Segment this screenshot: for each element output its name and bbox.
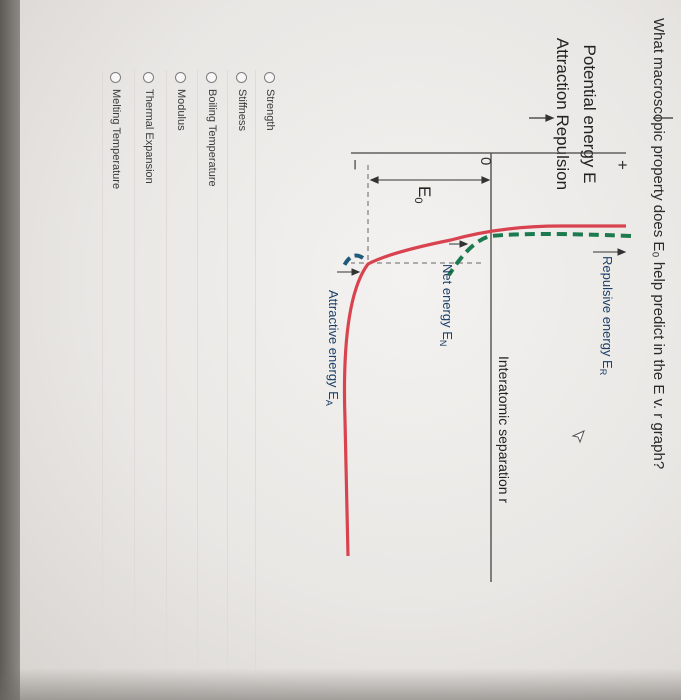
e0-label: E0 (412, 186, 434, 203)
option-strength-row[interactable]: Strength (264, 72, 276, 131)
option-thermal-label: Thermal Expansion (143, 89, 155, 184)
plus-sign: + (613, 160, 632, 170)
option-divider (255, 70, 256, 670)
option-strength-label: Strength (264, 89, 276, 131)
option-divider (166, 70, 167, 670)
net-energy-curve (342, 224, 626, 557)
monitor-edge (0, 0, 20, 700)
y-axis-label-line1: Potential energy E (580, 45, 599, 184)
option-stiffness-label: Stiffness (236, 89, 248, 131)
mouse-cursor-icon (571, 430, 585, 444)
radio-melting-temperature[interactable] (110, 72, 122, 83)
option-divider (134, 70, 135, 670)
radio-thermal-expansion[interactable] (143, 72, 155, 83)
option-divider (102, 70, 103, 670)
option-boiling-row[interactable]: Boiling Temperature (206, 72, 218, 187)
option-divider (197, 70, 198, 670)
repulsive-energy-label: Repulsive energy ER (598, 256, 615, 376)
radio-boiling-temperature[interactable] (206, 72, 218, 83)
option-stiffness-row[interactable]: Stiffness (236, 72, 248, 131)
net-leader (449, 240, 469, 248)
option-divider (227, 70, 228, 670)
repulsive-leader (593, 248, 627, 256)
option-boiling-label: Boiling Temperature (206, 89, 218, 187)
e0-arrow (369, 176, 491, 184)
net-energy-label: Net energy EN (438, 264, 455, 346)
minus-sign: – (347, 160, 366, 170)
radio-strength[interactable] (264, 72, 276, 83)
option-modulus-row[interactable]: Modulus (175, 72, 187, 131)
attractive-leader (337, 268, 361, 276)
option-melting-label: Melting Temperature (110, 89, 122, 190)
photo-bottom-shade (0, 668, 681, 700)
repulsive-energy-curve (447, 232, 632, 277)
option-melting-row[interactable]: Melting Temperature (110, 72, 122, 189)
zero-label: 0 (477, 157, 494, 165)
option-modulus-label: Modulus (175, 89, 187, 131)
x-axis-label: Interatomic separation r (496, 356, 512, 503)
attractive-energy-curve (341, 253, 365, 269)
quiz-page: What macroscopic property does E₀ help p… (20, 0, 681, 680)
energy-graph: Potential energy E Attraction Repulsion … (324, 38, 673, 582)
radio-modulus[interactable] (175, 72, 187, 83)
attractive-energy-label: Attractive energy EA (324, 290, 341, 406)
option-thermal-row[interactable]: Thermal Expansion (143, 72, 155, 184)
y-axis-label-line2: Attraction Repulsion (553, 38, 572, 190)
attraction-arrow (529, 114, 555, 122)
radio-stiffness[interactable] (236, 72, 248, 83)
